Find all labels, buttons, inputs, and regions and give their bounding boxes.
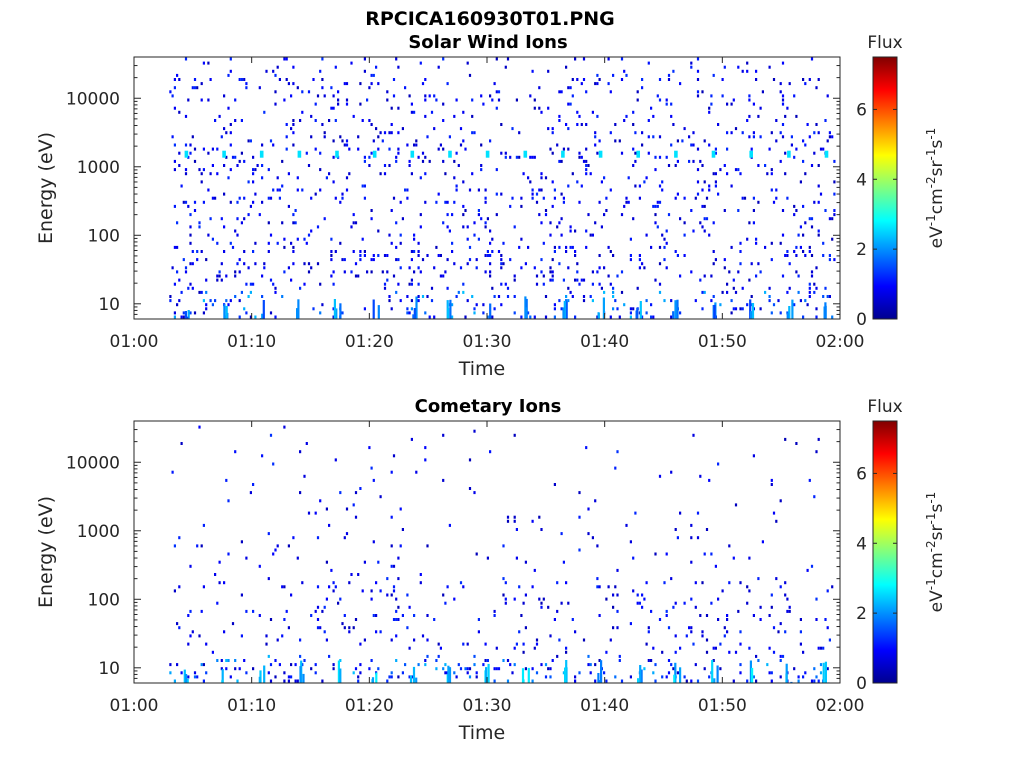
y-tick-label: 10 [98,659,120,679]
y-axis-label: Energy (eV) [35,132,57,244]
x-tick-label: 01:40 [580,696,629,716]
x-tick-label: 01:00 [110,332,159,352]
y-tick-label: 1000 [77,522,120,542]
colorbar-scale [872,56,898,320]
colorbar-tick-label: 4 [856,534,867,554]
x-tick-label: 01:00 [110,696,159,716]
spectrogram-data [169,57,836,319]
colorbar: 0 2 4 6 Flux eV-1cm-2sr-1s-1 [856,33,947,330]
plot-axes: 01:00 01:10 01:20 01:30 01:40 01:50 02:00 10 100… [35,420,865,744]
x-tick-label: 01:50 [698,332,747,352]
colorbar: 0 2 4 6 Flux eV-1cm-2sr-1s-1 [856,397,947,694]
colorbar-title: Flux [867,33,902,53]
panel-solar-wind: Solar Wind Ions 01:00 01:10 01:20 01:30 01:4… [35,32,947,380]
y-tick-label: 10000 [66,453,120,473]
x-axis-label: Time [458,722,506,744]
panel-title: Solar Wind Ions [408,32,567,53]
colorbar-tick-label: 0 [856,674,867,694]
x-tick-label: 01:20 [345,332,394,352]
x-tick-label: 01:10 [227,332,276,352]
x-tick-label: 02:00 [816,696,865,716]
spectrogram-data [169,425,834,683]
x-tick-label: 02:00 [816,332,865,352]
panel-cometary: Cometary Ions 01:00 01:10 01:20 01:30 01:40 0… [35,396,947,744]
colorbar-tick-label: 4 [856,170,867,190]
y-tick-label: 100 [88,226,120,246]
x-tick-label: 01:30 [463,696,512,716]
x-axis-label: Time [458,358,506,380]
colorbar-units-label: eV-1cm-2sr-1s-1 [924,128,947,249]
panel-title: Cometary Ions [415,396,562,417]
colorbar-tick-label: 6 [856,100,867,120]
x-tick-label: 01:30 [463,332,512,352]
plot-axes: 01:00 01:10 01:20 01:30 01:40 01:50 02:00 10 100… [35,56,865,380]
y-axis-label: Energy (eV) [35,496,57,608]
x-tick-label: 01:10 [227,696,276,716]
y-tick-label: 100 [88,590,120,610]
colorbar-tick-label: 2 [856,240,867,260]
colorbar-tick-label: 6 [856,464,867,484]
x-tick-label: 01:50 [698,696,747,716]
y-tick-label: 10 [98,295,120,315]
y-tick-label: 10000 [66,89,120,109]
figure-title: RPCICA160930T01.PNG [365,8,615,30]
y-tick-label: 1000 [77,158,120,178]
x-tick-label: 01:20 [345,696,394,716]
colorbar-tick-label: 0 [856,310,867,330]
colorbar-tick-label: 2 [856,604,867,624]
colorbar-scale [872,420,898,684]
colorbar-title: Flux [867,397,902,417]
colorbar-units-label: eV-1cm-2sr-1s-1 [924,492,947,613]
x-tick-label: 01:40 [580,332,629,352]
